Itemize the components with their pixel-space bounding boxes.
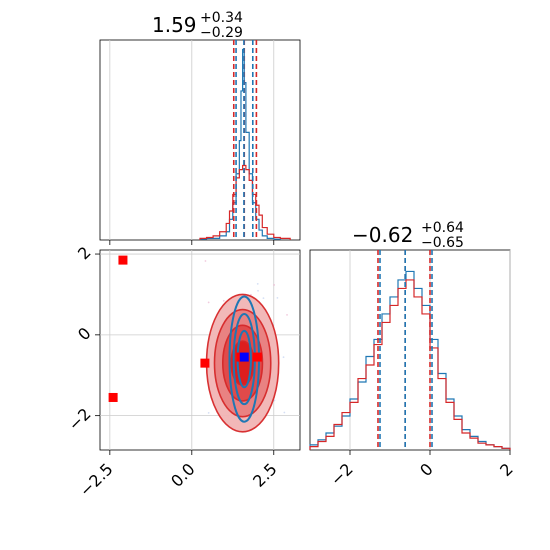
x-tick-label: 0 [416,459,437,480]
sample-dot [204,260,207,262]
sample-dot [283,411,286,414]
histogram-series [199,164,291,240]
red-square-marker [252,352,262,362]
grid [109,40,275,240]
sample-dot [262,297,265,300]
red-square-marker [118,255,128,265]
panel-title-plus: +0.64 [421,220,464,236]
histogram-series [199,48,281,240]
red-square-marker [108,392,118,402]
sample-dot [207,411,210,414]
x-tick-label: 2.5 [249,459,280,490]
panel-title-plus: +0.34 [200,10,243,26]
marker-points [108,255,262,402]
sample-dot [286,313,288,316]
x-tick-label: −2 [327,459,357,489]
sample-dot [273,284,276,286]
panel-title-minus: −0.65 [421,235,464,251]
y-tick-label: −2 [64,404,94,434]
x-tick-label: −2.5 [76,459,117,500]
quantile-lines [232,40,258,240]
panel-title-median: 1.59 [152,13,197,37]
sample-dot [256,282,259,285]
sample-dot [222,299,225,302]
sample-dot [273,399,276,402]
y-tick-label: 0 [74,324,95,345]
quantile-lines [377,250,433,450]
sample-dot [207,301,210,304]
histogram-series [309,279,511,450]
sample-dot [276,296,279,299]
marginal-panel-param-1: 1.59 +0.34 −0.29 [99,10,301,245]
histogram-series [309,270,511,450]
panel-frame [99,249,301,451]
panel-title-minus: −0.29 [200,25,243,41]
tick-marks: −2 0 2 [327,450,517,490]
panel-frame [99,39,301,241]
density-contours [205,293,280,433]
red-square-marker [200,358,210,368]
panel-title-median: −0.62 [352,223,413,247]
sample-dot [257,289,259,292]
x-tick-label: 2 [496,459,517,480]
marginal-panel-param-2: −2 0 2 −0.62 +0.64 −0.65 [309,220,517,490]
tick-marks [109,240,275,245]
sample-dot [282,356,285,359]
joint-panel: −2.5 0.0 2.5 −2 0 2 [64,243,301,500]
x-tick-label: 0.0 [167,459,198,490]
histograms [199,48,291,240]
histograms [309,270,511,450]
blue-square-marker [239,352,249,362]
y-tick-label: 2 [74,243,95,264]
